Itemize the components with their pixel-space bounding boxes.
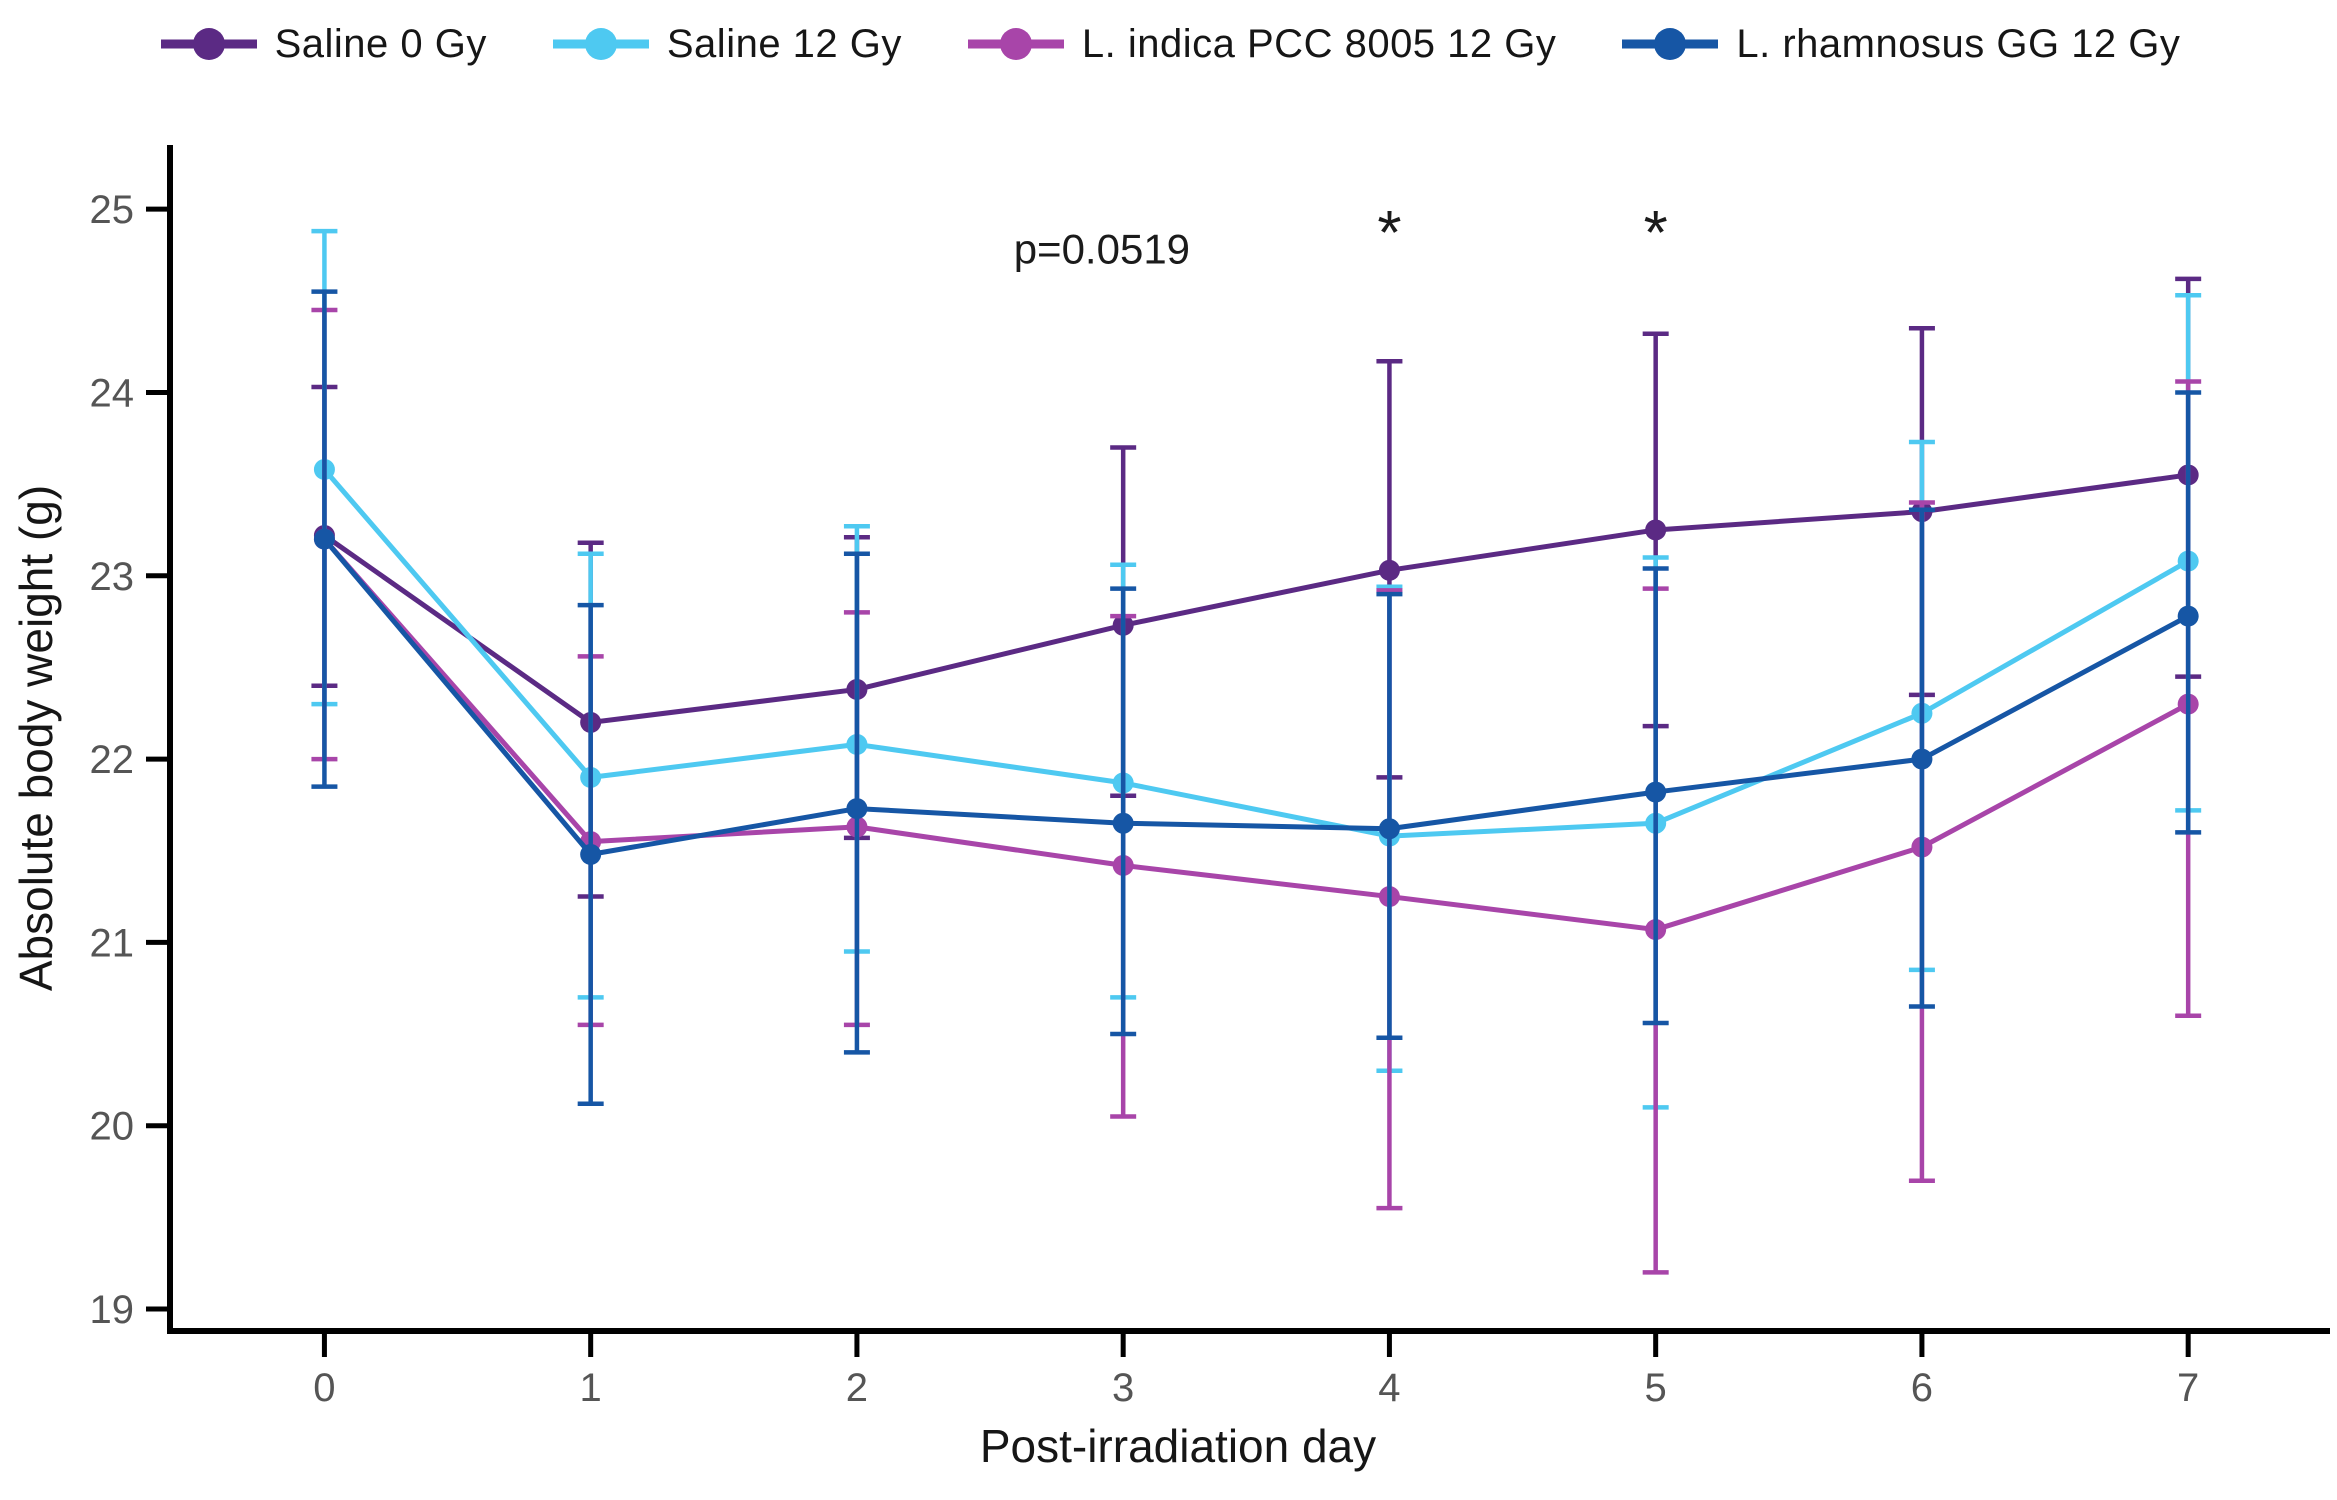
y-tick-label: 19 — [90, 1288, 135, 1332]
x-tick-label: 6 — [1911, 1366, 1933, 1410]
y-tick-label: 25 — [90, 188, 135, 232]
data-point — [313, 528, 335, 550]
y-tick-label: 22 — [90, 738, 135, 782]
y-axis-label: Absolute body weight (g) — [10, 485, 62, 991]
data-point — [846, 798, 868, 820]
error-bar — [1376, 591, 1403, 1040]
data-point — [2177, 605, 2199, 627]
legend-item: Saline 0 Gy — [157, 22, 487, 67]
y-tick-label: 23 — [90, 555, 135, 599]
series-l-rhamnosus-gg-12-gy — [311, 289, 2202, 1106]
legend-marker-icon — [967, 28, 1064, 60]
y-tick-label: 20 — [90, 1105, 135, 1149]
data-point — [1378, 818, 1400, 840]
chart-legend: Saline 0 Gy Saline 12 Gy L. indica PCC 800… — [0, 14, 2337, 74]
x-tick-label: 1 — [580, 1366, 602, 1410]
legend-item-label: L. rhamnosus GG 12 Gy — [1736, 21, 2181, 66]
y-tick-label: 24 — [90, 371, 135, 415]
y-tick-label: 21 — [90, 921, 135, 965]
legend-item: L. indica PCC 8005 12 Gy — [964, 22, 1556, 67]
legend-item-label: Saline 0 Gy — [274, 21, 487, 66]
series-line — [322, 537, 2190, 933]
x-tick-label: 5 — [1645, 1366, 1667, 1410]
x-tick-label: 2 — [846, 1366, 868, 1410]
legend-item-label: L. indica PCC 8005 12 Gy — [1081, 21, 1557, 66]
legend-marker-icon — [160, 28, 257, 60]
x-tick-label: 4 — [1378, 1366, 1400, 1410]
series-line — [322, 467, 2190, 839]
x-tick-label: 3 — [1112, 1366, 1134, 1410]
series-saline-12-gy — [311, 228, 2202, 1110]
annotation-asterisk: * — [1377, 199, 1401, 268]
series-saline-0-gy — [311, 276, 2202, 899]
annotation-p-value: p=0.0519 — [1014, 225, 1190, 272]
x-tick-label: 7 — [2177, 1366, 2199, 1410]
data-point — [1112, 812, 1134, 834]
legend-item: Saline 12 Gy — [549, 22, 902, 67]
series-line — [322, 472, 2189, 725]
data-point — [1645, 519, 1667, 541]
data-point — [1378, 559, 1400, 581]
data-point — [580, 843, 602, 865]
series-l-indica-pcc-8005-12-gy — [311, 307, 2202, 1275]
legend-item: L. rhamnosus GG 12 Gy — [1618, 22, 2180, 67]
legend-marker-icon — [552, 28, 649, 60]
annotation-asterisk: * — [1644, 199, 1668, 268]
legend-item-label: Saline 12 Gy — [666, 21, 902, 66]
x-axis-label: Post-irradiation day — [980, 1420, 1376, 1472]
data-point — [1645, 781, 1667, 803]
data-point — [1911, 748, 1933, 770]
legend-marker-icon — [1622, 28, 1719, 60]
x-tick-label: 0 — [313, 1366, 335, 1410]
series-line — [322, 537, 2190, 857]
error-bar — [1110, 586, 1137, 1037]
